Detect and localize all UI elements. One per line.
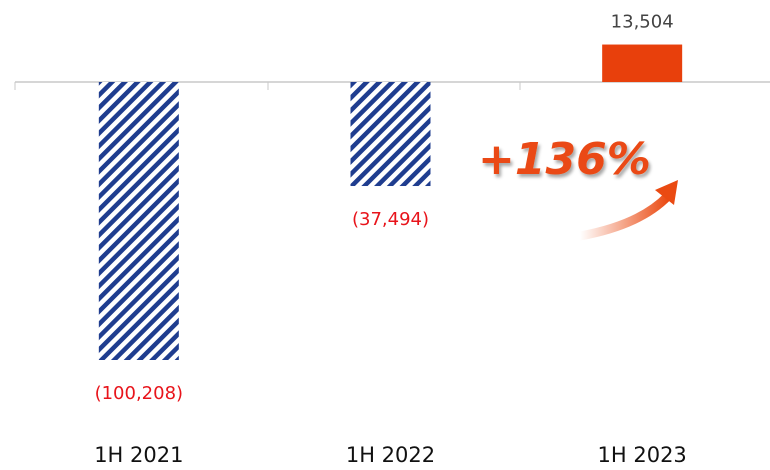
- bar: [602, 44, 683, 82]
- x-tick-label: 1H 2022: [346, 443, 435, 467]
- value-label: 13,504: [611, 12, 674, 33]
- x-tick-label: 1H 2023: [598, 443, 687, 467]
- arrow: [575, 191, 673, 241]
- value-label: (37,494): [352, 209, 429, 230]
- annotation: +136%: [478, 134, 651, 185]
- arrow-head: [655, 180, 678, 205]
- value-label: (100,208): [95, 383, 183, 404]
- bar: [98, 82, 179, 360]
- bar: [350, 82, 431, 187]
- x-tick-label: 1H 2021: [94, 443, 183, 467]
